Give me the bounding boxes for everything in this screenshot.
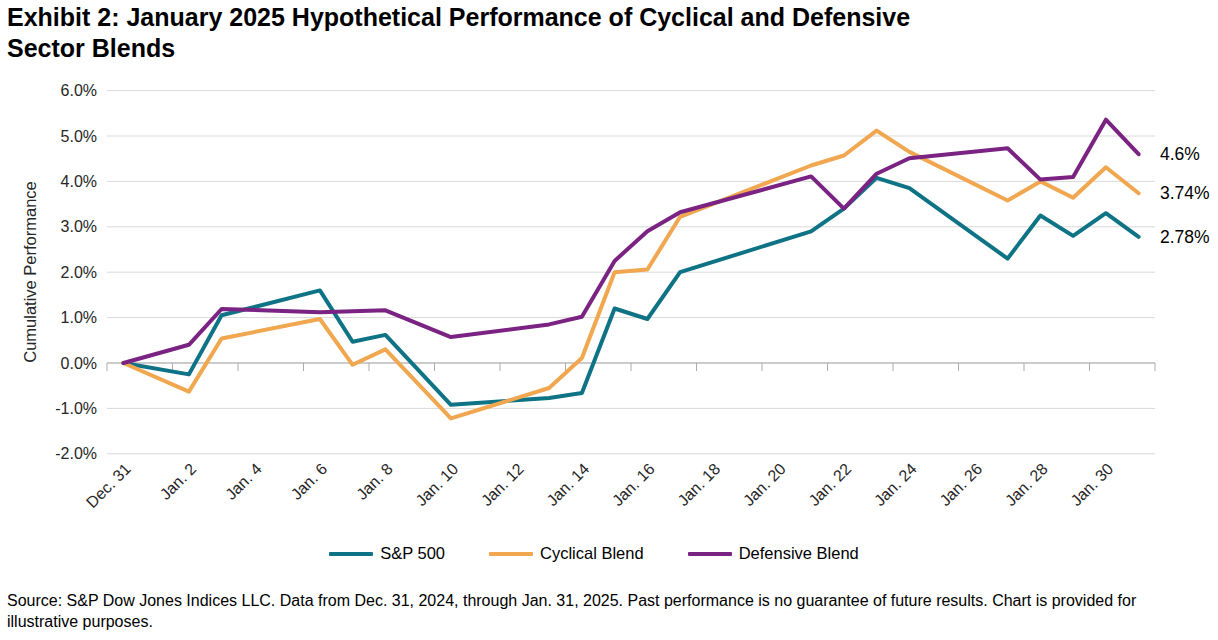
x-axis-tick-label: Dec. 31 [83, 460, 134, 511]
y-axis-tick-label: -1.0% [55, 400, 97, 417]
x-axis-tick-label: Jan. 24 [871, 460, 920, 509]
x-axis-tick-label: Jan. 26 [936, 460, 985, 509]
y-axis-title: Cumulative Performance [21, 181, 39, 363]
y-axis-tick-label: 1.0% [61, 309, 97, 326]
x-axis-tick-label: Jan. 16 [609, 460, 658, 509]
source-note: Source: S&P Dow Jones Indices LLC. Data … [7, 590, 1137, 632]
x-axis-tick-label: Jan. 20 [740, 460, 789, 509]
chart-legend: S&P 500 Cyclical Blend Defensive Blend [0, 544, 1188, 563]
x-axis-tick-label: Jan. 22 [805, 460, 854, 509]
x-axis-tick-label: Jan. 8 [353, 460, 396, 503]
legend-label-cyclical-blend: Cyclical Blend [540, 544, 644, 563]
defensive-blend-line-swatch-icon [688, 552, 732, 556]
legend-label-defensive-blend: Defensive Blend [739, 544, 859, 563]
y-axis-tick-label: 6.0% [61, 82, 97, 99]
legend-item-defensive-blend: Defensive Blend [688, 544, 859, 563]
y-axis-tick-label: 3.0% [61, 218, 97, 235]
x-axis-tick-label: Jan. 10 [412, 460, 461, 509]
series-end-value-label: 3.74% [1160, 183, 1210, 203]
y-axis-tick-label: 5.0% [61, 128, 97, 145]
x-axis-tick-label: Jan. 6 [288, 460, 331, 503]
series-end-value-label: 2.78% [1160, 227, 1210, 247]
x-axis-tick-label: Jan. 12 [478, 460, 527, 509]
x-axis-tick-label: Jan. 2 [157, 460, 200, 503]
x-axis-tick-label: Jan. 18 [674, 460, 723, 509]
y-axis-tick-label: 4.0% [61, 173, 97, 190]
y-axis-tick-label: 2.0% [61, 264, 97, 281]
x-axis-tick-label: Jan. 30 [1067, 460, 1116, 509]
exhibit-figure: Exhibit 2: January 2025 Hypothetical Per… [0, 0, 1218, 640]
x-axis-tick-label: Jan. 14 [543, 460, 592, 509]
cyclical-blend-line-swatch-icon [489, 552, 533, 556]
series-end-value-label: 4.6% [1160, 144, 1200, 164]
y-axis-tick-label: 0.0% [61, 355, 97, 372]
sp500-line-swatch-icon [329, 552, 373, 556]
performance-line-chart: 6.0%5.0%4.0%3.0%2.0%1.0%0.0%-1.0%-2.0%De… [0, 0, 1218, 585]
legend-item-sp500: S&P 500 [329, 544, 445, 563]
x-axis-tick-label: Jan. 28 [1002, 460, 1051, 509]
y-axis-tick-label: -2.0% [55, 445, 97, 462]
series-line-cyclical-blend [123, 131, 1138, 419]
legend-item-cyclical-blend: Cyclical Blend [489, 544, 644, 563]
x-axis-tick-label: Jan. 4 [222, 460, 265, 503]
legend-label-sp500: S&P 500 [380, 544, 445, 563]
